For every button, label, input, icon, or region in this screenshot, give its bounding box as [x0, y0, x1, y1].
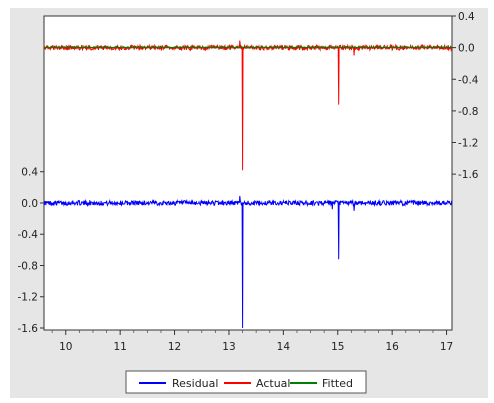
left-tick-label: -0.4 [18, 229, 39, 241]
series-line-residual [43, 195, 453, 329]
x-tick-label: 12 [168, 341, 181, 353]
legend-label-fitted: Fitted [322, 377, 353, 390]
left-tick-label: 0.0 [21, 198, 38, 210]
left-tick-label: -1.6 [18, 323, 39, 335]
left-tick-label: -1.2 [18, 292, 39, 304]
legend-label-actual: Actual [256, 377, 290, 390]
left-tick-label: -0.8 [18, 260, 39, 272]
legend-label-residual: Residual [172, 377, 218, 390]
right-tick-label: 0.4 [458, 11, 475, 23]
x-tick-label: 17 [440, 341, 453, 353]
legend: Residual Actual Fitted [125, 370, 367, 394]
right-tick-label: 0.0 [458, 43, 475, 55]
right-tick-label: -1.6 [458, 169, 479, 181]
x-tick-label: 10 [59, 341, 72, 353]
x-tick-label: 13 [222, 341, 235, 353]
left-tick-label: 0.4 [21, 167, 38, 179]
x-tick-label: 16 [385, 341, 399, 353]
right-tick-label: -0.4 [458, 74, 479, 86]
series-layer [43, 40, 453, 329]
right-tick-label: -1.2 [458, 138, 479, 150]
x-tick-label: 11 [113, 341, 126, 353]
axes-layer: 10 11 12 13 14 15 16 17 0.4 0.0 -0.4 -0.8 -1.2 -1.6 0.… [18, 11, 479, 353]
x-tick-label: 15 [331, 341, 344, 353]
plot-frame [43, 15, 453, 331]
x-tick-label: 14 [277, 341, 291, 353]
right-tick-label: -0.8 [458, 106, 479, 118]
